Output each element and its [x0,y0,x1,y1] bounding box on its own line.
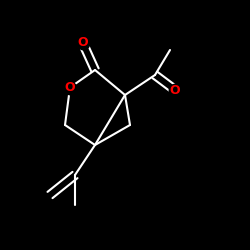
Text: O: O [77,36,88,49]
Text: O: O [65,81,75,94]
Text: O: O [170,84,180,96]
